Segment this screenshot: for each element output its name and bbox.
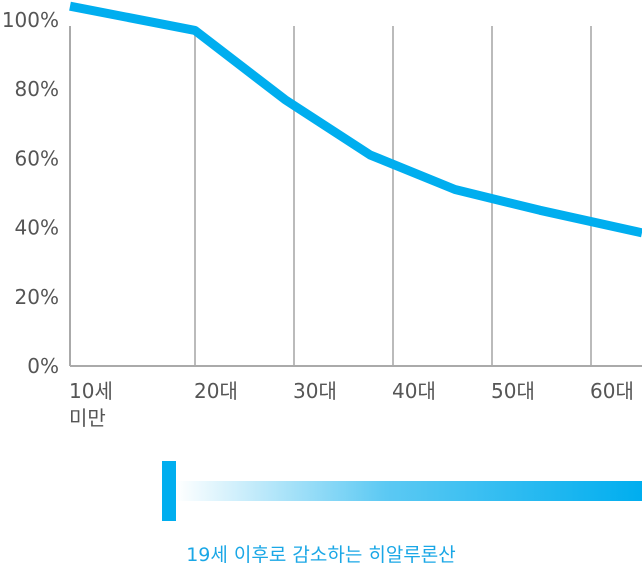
grid-lines bbox=[194, 26, 592, 366]
y-tick-label: 80% bbox=[15, 77, 59, 101]
y-tick-labels: 100% 80% 60% 40% 20% 0% bbox=[2, 8, 59, 378]
x-tick-label: 미만 bbox=[69, 406, 106, 430]
y-tick-label: 100% bbox=[2, 8, 59, 32]
series bbox=[69, 1, 642, 238]
y-tick-label: 0% bbox=[27, 354, 59, 378]
y-tick-label: 20% bbox=[15, 285, 59, 309]
age-marker-bar bbox=[162, 461, 176, 521]
x-tick-label: 10세 bbox=[69, 379, 113, 403]
series-line bbox=[69, 1, 642, 238]
y-tick-label: 60% bbox=[15, 146, 59, 170]
x-tick-label: 20대 bbox=[194, 379, 238, 403]
x-tick-label: 40대 bbox=[392, 379, 436, 403]
x-tick-label: 60대 bbox=[590, 379, 634, 403]
x-tick-label: 30대 bbox=[293, 379, 337, 403]
chart-caption: 19세 이후로 감소하는 히알루론산 bbox=[186, 544, 456, 566]
x-tick-label: 50대 bbox=[491, 379, 535, 403]
axes bbox=[69, 26, 642, 367]
decline-gradient-arrow bbox=[176, 481, 642, 501]
y-tick-label: 40% bbox=[15, 216, 59, 240]
